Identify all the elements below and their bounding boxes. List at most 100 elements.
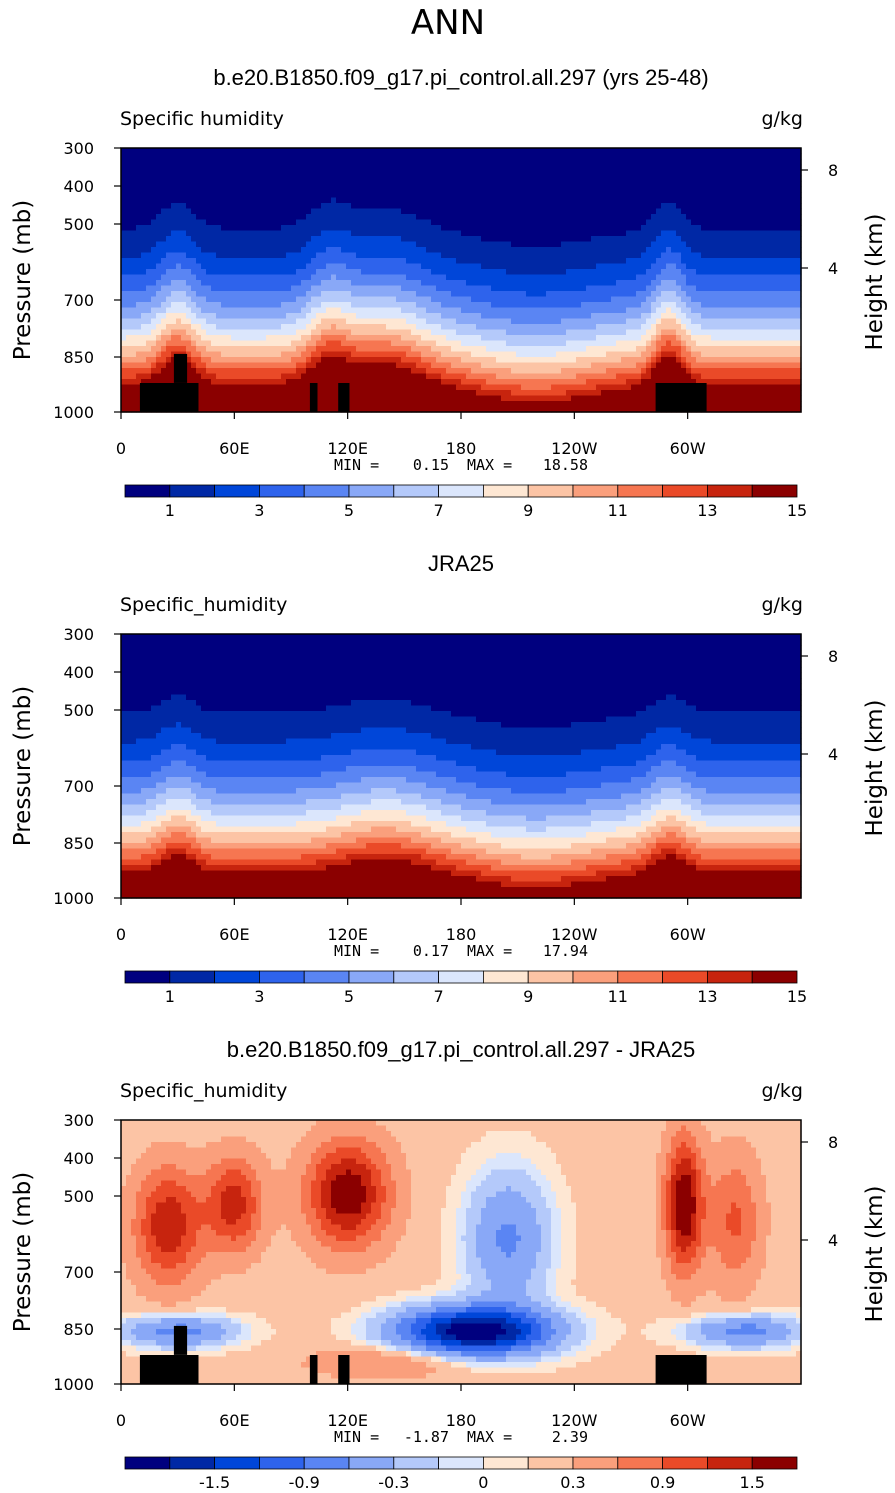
contour-cell	[576, 291, 582, 298]
contour-cell	[491, 274, 497, 281]
contour-cell	[136, 274, 142, 281]
contour-cell	[721, 148, 727, 155]
contour-cell	[221, 203, 227, 210]
contour-cell	[386, 175, 392, 182]
contour-cell	[251, 269, 257, 276]
contour-cell	[311, 340, 317, 347]
contour-cell	[571, 258, 577, 265]
contour-cell	[456, 164, 462, 171]
contour-cell	[761, 153, 767, 160]
contour-cell	[776, 269, 782, 276]
contour-cell	[131, 225, 137, 232]
contour-cell	[356, 203, 362, 210]
contour-cell	[451, 236, 457, 243]
contour-cell	[256, 318, 262, 325]
contour-cell	[586, 263, 592, 270]
contour-cell	[236, 230, 242, 237]
contour-cell	[321, 159, 327, 166]
contour-cell	[651, 258, 657, 265]
contour-cell	[421, 225, 427, 232]
contour-cell	[241, 159, 247, 166]
contour-cell	[771, 258, 777, 265]
contour-cell	[186, 159, 192, 166]
contour-cell	[311, 164, 317, 171]
contour-cell	[741, 280, 747, 287]
contour-cell	[456, 192, 462, 199]
contour-cell	[536, 324, 542, 331]
contour-cell	[231, 214, 237, 221]
contour-cell	[246, 335, 252, 342]
contour-cell	[711, 192, 717, 199]
contour-cell	[546, 186, 552, 193]
contour-cell	[691, 324, 697, 331]
contour-cell	[301, 197, 307, 204]
contour-cell	[366, 318, 372, 325]
contour-cell	[456, 335, 462, 342]
contour-cell	[266, 247, 272, 254]
contour-cell	[201, 236, 207, 243]
contour-cell	[531, 274, 537, 281]
contour-cell	[306, 236, 312, 243]
contour-cell	[446, 192, 452, 199]
contour-cell	[586, 230, 592, 237]
contour-cell	[231, 263, 237, 270]
contour-cell	[461, 291, 467, 298]
contour-cell	[376, 302, 382, 309]
contour-cell	[326, 324, 332, 331]
contour-cell	[231, 280, 237, 287]
contour-cell	[491, 296, 497, 303]
contour-cell	[471, 269, 477, 276]
contour-cell	[581, 329, 587, 336]
contour-cell	[686, 164, 692, 171]
contour-cell	[471, 208, 477, 215]
contour-cell	[451, 170, 457, 177]
contour-cell	[596, 236, 602, 243]
contour-cell	[211, 280, 217, 287]
contour-cell	[471, 230, 477, 237]
contour-cell	[796, 280, 802, 287]
contour-cell	[716, 236, 722, 243]
contour-cell	[211, 153, 217, 160]
contour-cell	[691, 192, 697, 199]
contour-cell	[641, 258, 647, 265]
contour-cell	[631, 159, 637, 166]
contour-cell	[221, 313, 227, 320]
contour-cell	[761, 175, 767, 182]
contour-cell	[451, 258, 457, 265]
contour-cell	[751, 340, 757, 347]
contour-cell	[766, 291, 772, 298]
contour-cell	[626, 170, 632, 177]
contour-cell	[401, 274, 407, 281]
contour-cell	[526, 230, 532, 237]
contour-cell	[371, 291, 377, 298]
contour-cell	[491, 291, 497, 298]
contour-cell	[161, 291, 167, 298]
contour-cell	[126, 219, 132, 226]
contour-cell	[726, 313, 732, 320]
contour-cell	[571, 219, 577, 226]
contour-cell	[361, 335, 367, 342]
contour-cell	[476, 335, 482, 342]
contour-cell	[596, 274, 602, 281]
contour-cell	[401, 258, 407, 265]
contour-cell	[161, 241, 167, 248]
contour-cell	[746, 329, 752, 336]
contour-cell	[496, 318, 502, 325]
contour-cell	[251, 186, 257, 193]
contour-cell	[306, 318, 312, 325]
contour-cell	[406, 263, 412, 270]
contour-cell	[181, 208, 187, 215]
contour-cell	[411, 318, 417, 325]
contour-cell	[421, 214, 427, 221]
contour-cell	[651, 197, 657, 204]
contour-cell	[361, 247, 367, 254]
contour-cell	[461, 236, 467, 243]
contour-cell	[241, 346, 247, 353]
contour-cell	[581, 175, 587, 182]
contour-cell	[186, 263, 192, 270]
contour-cell	[271, 340, 277, 347]
contour-cell	[756, 324, 762, 331]
contour-cell	[126, 274, 132, 281]
contour-cell	[141, 219, 147, 226]
contour-cell	[401, 164, 407, 171]
